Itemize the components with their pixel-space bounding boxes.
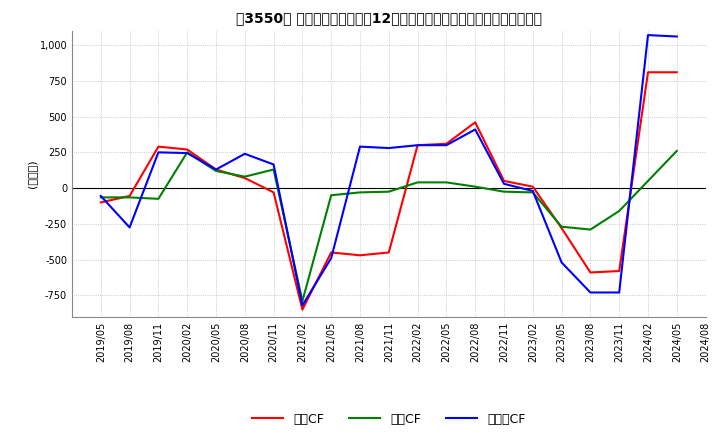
Line: 投資CF: 投資CF bbox=[101, 151, 677, 301]
フリーCF bbox=[298, 303, 307, 308]
フリーCF bbox=[125, 225, 134, 230]
投資CF bbox=[672, 148, 681, 154]
営業CF bbox=[327, 250, 336, 255]
フリーCF bbox=[500, 181, 508, 187]
営業CF bbox=[96, 200, 105, 205]
フリーCF bbox=[615, 290, 624, 295]
営業CF bbox=[615, 268, 624, 274]
投資CF bbox=[384, 189, 393, 194]
フリーCF bbox=[413, 143, 422, 148]
投資CF bbox=[413, 180, 422, 185]
フリーCF bbox=[384, 145, 393, 150]
投資CF bbox=[269, 167, 278, 172]
営業CF bbox=[413, 143, 422, 148]
フリーCF bbox=[96, 193, 105, 198]
フリーCF bbox=[471, 127, 480, 132]
Line: フリーCF: フリーCF bbox=[101, 35, 677, 305]
投資CF bbox=[298, 298, 307, 304]
営業CF bbox=[442, 141, 451, 147]
営業CF bbox=[356, 253, 364, 258]
フリーCF bbox=[269, 162, 278, 167]
投資CF bbox=[327, 193, 336, 198]
Y-axis label: (百万円): (百万円) bbox=[27, 159, 37, 188]
営業CF bbox=[500, 178, 508, 183]
フリーCF bbox=[356, 144, 364, 149]
営業CF bbox=[240, 176, 249, 181]
Title: 【3550】 キャッシュフローの12か月移動合計の対前年同期増減額の推移: 【3550】 キャッシュフローの12か月移動合計の対前年同期増減額の推移 bbox=[236, 11, 541, 26]
投資CF bbox=[125, 195, 134, 200]
投資CF bbox=[615, 208, 624, 213]
営業CF bbox=[384, 250, 393, 255]
フリーCF bbox=[240, 151, 249, 156]
投資CF bbox=[154, 196, 163, 202]
投資CF bbox=[644, 178, 652, 183]
営業CF bbox=[298, 307, 307, 312]
営業CF bbox=[212, 167, 220, 172]
フリーCF bbox=[672, 34, 681, 39]
Line: 営業CF: 営業CF bbox=[101, 72, 677, 310]
営業CF bbox=[125, 193, 134, 198]
営業CF bbox=[154, 144, 163, 149]
投資CF bbox=[356, 190, 364, 195]
フリーCF bbox=[327, 256, 336, 261]
投資CF bbox=[528, 190, 537, 195]
投資CF bbox=[471, 184, 480, 189]
営業CF bbox=[269, 190, 278, 195]
投資CF bbox=[586, 227, 595, 232]
フリーCF bbox=[586, 290, 595, 295]
投資CF bbox=[442, 180, 451, 185]
投資CF bbox=[183, 150, 192, 155]
投資CF bbox=[212, 168, 220, 173]
フリーCF bbox=[528, 188, 537, 194]
Legend: 営業CF, 投資CF, フリーCF: 営業CF, 投資CF, フリーCF bbox=[247, 408, 531, 431]
投資CF bbox=[500, 189, 508, 194]
投資CF bbox=[557, 224, 566, 229]
営業CF bbox=[644, 70, 652, 75]
フリーCF bbox=[557, 260, 566, 265]
営業CF bbox=[183, 147, 192, 152]
フリーCF bbox=[183, 150, 192, 156]
投資CF bbox=[96, 195, 105, 200]
営業CF bbox=[586, 270, 595, 275]
営業CF bbox=[528, 184, 537, 189]
フリーCF bbox=[212, 167, 220, 172]
フリーCF bbox=[442, 143, 451, 148]
フリーCF bbox=[154, 150, 163, 155]
フリーCF bbox=[644, 33, 652, 38]
投資CF bbox=[240, 174, 249, 180]
営業CF bbox=[672, 70, 681, 75]
営業CF bbox=[557, 225, 566, 231]
営業CF bbox=[471, 120, 480, 125]
